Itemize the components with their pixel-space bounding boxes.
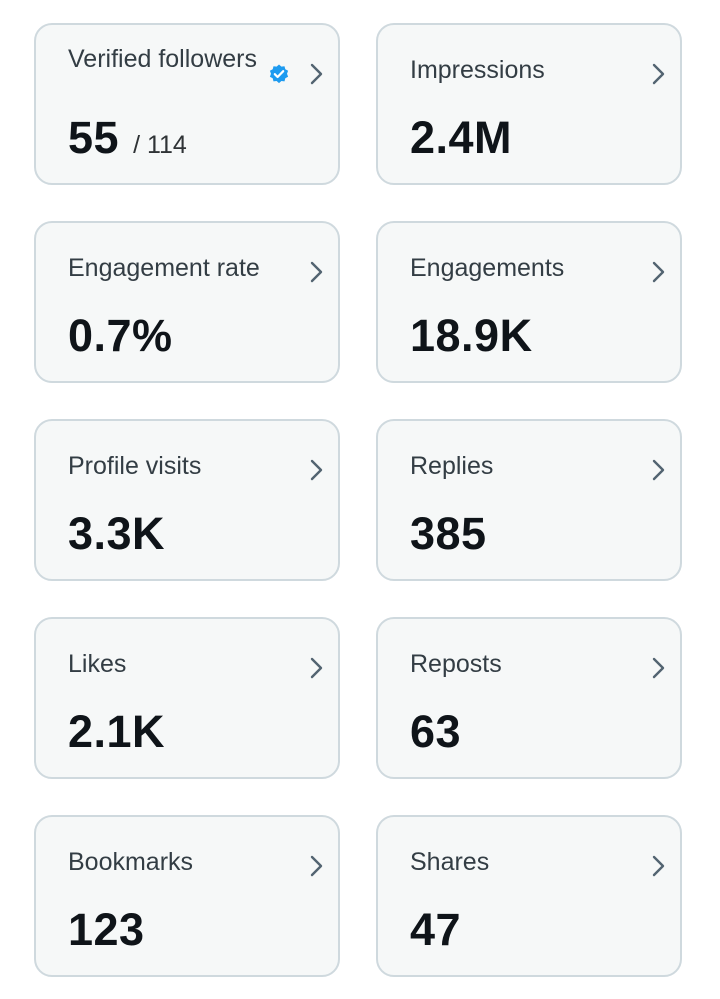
verified-followers-value: 55 / 114 <box>68 113 187 170</box>
reposts-label: Reposts <box>410 650 502 678</box>
likes-value: 2.1K <box>68 706 166 757</box>
profile-visits-label: Profile visits <box>68 452 202 480</box>
engagement-rate-value: 0.7% <box>68 310 173 361</box>
impressions-value: 2.4M <box>410 112 513 163</box>
chevron-right-icon <box>310 261 323 283</box>
chevron-right-icon <box>652 63 665 85</box>
total-followers-count: / 114 <box>133 131 187 159</box>
profile-visits-card[interactable]: Profile visits 3.3K <box>34 419 340 581</box>
profile-visits-value: 3.3K <box>68 508 166 559</box>
shares-card[interactable]: Shares 47 <box>376 815 682 977</box>
impressions-card[interactable]: Impressions 2.4M <box>376 23 682 185</box>
replies-value: 385 <box>410 508 487 559</box>
bookmarks-card[interactable]: Bookmarks 123 <box>34 815 340 977</box>
likes-label: Likes <box>68 650 127 678</box>
chevron-right-icon <box>652 261 665 283</box>
impressions-label: Impressions <box>410 56 545 84</box>
verified-followers-label: Verified followers <box>68 45 257 73</box>
replies-label: Replies <box>410 452 494 480</box>
engagements-card[interactable]: Engagements 18.9K <box>376 221 682 383</box>
verified-followers-card[interactable]: Verified followers 55 / 114 <box>34 23 340 185</box>
likes-card[interactable]: Likes 2.1K <box>34 617 340 779</box>
chevron-right-icon <box>652 855 665 877</box>
replies-card[interactable]: Replies 385 <box>376 419 682 581</box>
chevron-right-icon <box>652 459 665 481</box>
engagements-label: Engagements <box>410 254 565 282</box>
verified-badge-icon <box>269 64 289 84</box>
verified-followers-count: 55 <box>68 112 120 163</box>
chevron-right-icon <box>310 855 323 877</box>
bookmarks-label: Bookmarks <box>68 848 194 876</box>
engagements-value: 18.9K <box>410 310 533 361</box>
reposts-card[interactable]: Reposts 63 <box>376 617 682 779</box>
shares-label: Shares <box>410 848 490 876</box>
engagement-rate-card[interactable]: Engagement rate 0.7% <box>34 221 340 383</box>
reposts-value: 63 <box>410 706 462 757</box>
bookmarks-value: 123 <box>68 904 145 955</box>
shares-value: 47 <box>410 904 462 955</box>
chevron-right-icon <box>310 459 323 481</box>
chevron-right-icon <box>652 657 665 679</box>
chevron-right-icon <box>310 63 323 85</box>
chevron-right-icon <box>310 657 323 679</box>
engagement-rate-label: Engagement rate <box>68 254 260 282</box>
